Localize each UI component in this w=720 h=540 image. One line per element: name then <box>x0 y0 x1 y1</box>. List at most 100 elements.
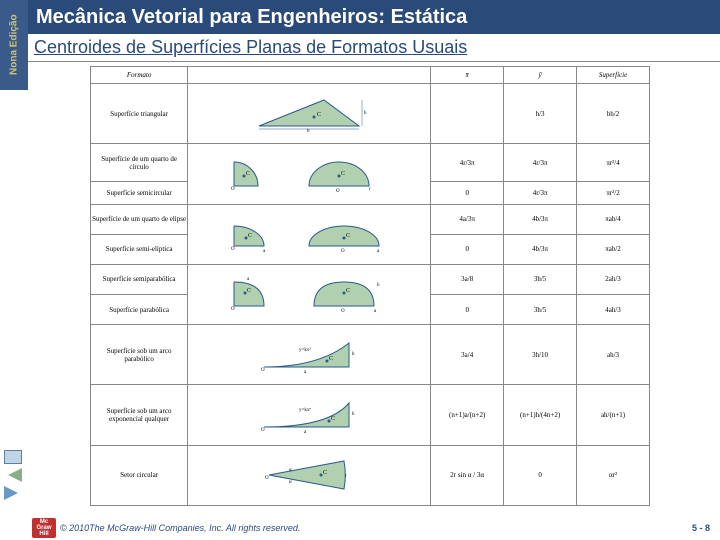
row-ybar: (n+1)h/(4n+2) <box>504 385 577 445</box>
svg-text:α: α <box>289 468 292 473</box>
svg-text:a: a <box>374 309 377 312</box>
svg-text:a: a <box>263 249 266 252</box>
centroid-table: Formato x̄ ȳ Superfície Superfície trian… <box>90 66 650 506</box>
svg-text:C: C <box>323 470 327 476</box>
row-xbar: 4r/3π <box>431 144 504 182</box>
page-subtitle: Centroides de Superfícies Planas de Form… <box>28 34 720 62</box>
copyright-text: © 2010The McGraw-Hill Companies, Inc. Al… <box>56 523 692 533</box>
row-ybar: 3h/5 <box>504 294 577 324</box>
row-shape: C Oa h y=kx² <box>188 325 431 385</box>
row-label: Superfície semi-elíptica <box>91 234 188 264</box>
row-area: πab/2 <box>577 234 650 264</box>
row-ybar: 4r/3π <box>504 144 577 182</box>
col-xbar: x̄ <box>431 67 504 84</box>
svg-text:O: O <box>231 247 235 252</box>
svg-text:O: O <box>341 309 345 312</box>
svg-text:y=kxⁿ: y=kxⁿ <box>299 408 311 413</box>
svg-text:h: h <box>364 111 367 116</box>
page-number: 5 - 8 <box>692 523 710 533</box>
edition-tab: Nona Edição <box>0 0 28 90</box>
row-area: αr² <box>577 445 650 505</box>
svg-text:C: C <box>317 112 321 118</box>
row-area: bh/2 <box>577 84 650 144</box>
row-ybar: 4r/3π <box>504 182 577 204</box>
row-area: ah/(n+1) <box>577 385 650 445</box>
svg-text:C: C <box>346 288 350 294</box>
row-shape: C Oa C Oa <box>188 204 431 264</box>
row-shape: C Oa C Oa h <box>188 264 431 324</box>
row-ybar: 0 <box>504 445 577 505</box>
svg-text:b: b <box>307 129 310 132</box>
svg-text:r: r <box>345 474 347 479</box>
svg-text:C: C <box>248 233 252 239</box>
row-ybar: 3h/10 <box>504 325 577 385</box>
col-shape-label: Formato <box>91 67 188 84</box>
col-area: Superfície <box>577 67 650 84</box>
svg-text:C: C <box>247 288 251 294</box>
row-ybar: 4b/3π <box>504 234 577 264</box>
svg-text:O: O <box>336 189 340 192</box>
row-area: 4ah/3 <box>577 294 650 324</box>
svg-text:O: O <box>341 249 345 252</box>
row-ybar: 3h/5 <box>504 264 577 294</box>
row-ybar: 4b/3π <box>504 204 577 234</box>
page-title: Mecânica Vetorial para Engenheiros: Está… <box>28 0 720 34</box>
row-label: Superfície de um quarto de elipse <box>91 204 188 234</box>
svg-text:C: C <box>346 233 350 239</box>
svg-text:C: C <box>341 171 345 177</box>
row-xbar: (n+1)a/(n+2) <box>431 385 504 445</box>
svg-text:a: a <box>377 249 380 252</box>
svg-text:O: O <box>261 428 265 433</box>
row-xbar: 3a/4 <box>431 325 504 385</box>
row-label: Superfície triangular <box>91 84 188 144</box>
row-xbar <box>431 84 504 144</box>
publisher-logo: Mc Graw Hill <box>32 518 56 538</box>
next-icon[interactable] <box>4 486 22 500</box>
row-area: ah/3 <box>577 325 650 385</box>
row-label: Superfície semiparabólica <box>91 264 188 294</box>
row-xbar: 0 <box>431 294 504 324</box>
row-label: Superfície parabólica <box>91 294 188 324</box>
svg-text:O: O <box>265 476 269 481</box>
svg-text:O: O <box>231 307 235 312</box>
row-xbar: 2r sin α / 3α <box>431 445 504 505</box>
svg-text:O: O <box>261 368 265 373</box>
home-icon[interactable] <box>4 450 22 464</box>
row-area: πab/4 <box>577 204 650 234</box>
row-shape: C O C Or <box>188 144 431 204</box>
nav-icons <box>4 450 22 500</box>
row-label: Superfície semicircular <box>91 182 188 204</box>
svg-text:h: h <box>352 412 355 417</box>
svg-text:y=kx²: y=kx² <box>299 347 311 353</box>
col-shape-fig <box>188 67 431 84</box>
svg-text:a: a <box>304 430 307 433</box>
svg-text:C: C <box>329 356 333 362</box>
row-xbar: 0 <box>431 234 504 264</box>
footer: Mc Graw Hill © 2010The McGraw-Hill Compa… <box>32 520 710 536</box>
row-xbar: 3a/8 <box>431 264 504 294</box>
svg-text:O: O <box>231 187 235 192</box>
svg-text:a: a <box>247 277 250 282</box>
row-label: Superfície sob um arco parabólico <box>91 325 188 385</box>
row-area: πr²/2 <box>577 182 650 204</box>
row-label: Superfície sob um arco exponencial qualq… <box>91 385 188 445</box>
row-ybar: h/3 <box>504 84 577 144</box>
svg-text:h: h <box>377 283 380 288</box>
svg-text:C: C <box>246 171 250 177</box>
prev-icon[interactable] <box>4 468 22 482</box>
row-area: πr²/4 <box>577 144 650 182</box>
row-label: Superfície de um quarto de círculo <box>91 144 188 182</box>
row-xbar: 4a/3π <box>431 204 504 234</box>
row-area: 2ah/3 <box>577 264 650 294</box>
row-shape: C Oα α r <box>188 445 431 505</box>
svg-text:α: α <box>289 480 292 485</box>
svg-text:h: h <box>352 352 355 357</box>
row-xbar: 0 <box>431 182 504 204</box>
row-shape: Cb h <box>188 84 431 144</box>
row-shape: C Oa h y=kxⁿ <box>188 385 431 445</box>
svg-text:a: a <box>304 370 307 373</box>
col-ybar: ȳ <box>504 67 577 84</box>
svg-text:C: C <box>331 416 335 422</box>
row-label: Setor circular <box>91 445 188 505</box>
svg-text:r: r <box>369 187 371 192</box>
